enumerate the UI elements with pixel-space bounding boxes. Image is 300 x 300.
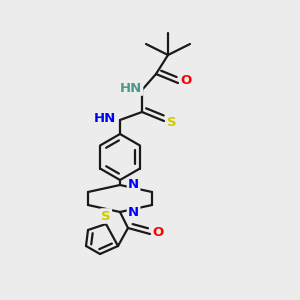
Text: S: S (167, 116, 177, 128)
Text: HN: HN (94, 112, 116, 124)
Text: N: N (128, 206, 139, 218)
Text: N: N (128, 178, 139, 191)
Text: S: S (101, 209, 111, 223)
Text: HN: HN (120, 82, 142, 94)
Text: O: O (152, 226, 164, 239)
Text: O: O (180, 74, 192, 88)
